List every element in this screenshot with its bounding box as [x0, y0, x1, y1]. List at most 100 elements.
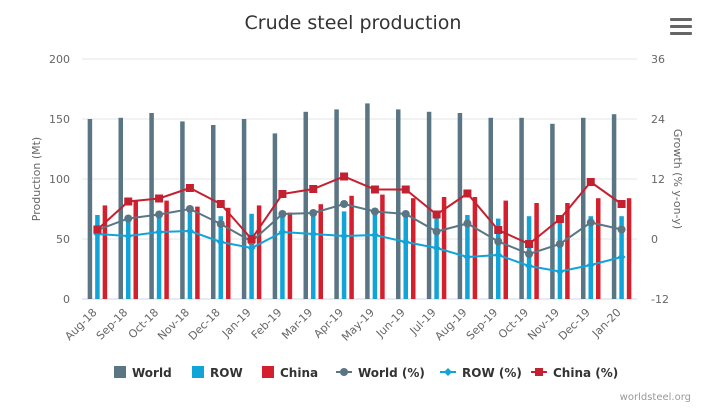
grid-lines	[82, 58, 637, 300]
point-china	[586, 178, 595, 186]
bar-china	[133, 200, 138, 299]
point-row	[155, 228, 164, 236]
point-world	[216, 220, 225, 228]
x-tick-label: Jun-19	[373, 306, 408, 341]
chart-title: Crude steel production	[244, 12, 462, 34]
legend-label-china: China (%)	[553, 366, 618, 380]
point-world	[617, 225, 626, 234]
x-tick-label: Oct-18	[126, 306, 161, 341]
point-china	[340, 172, 349, 181]
point-china	[617, 200, 626, 208]
point-china	[494, 226, 503, 234]
point-row	[370, 231, 379, 239]
x-tick-label: Jan-19	[219, 306, 254, 341]
point-china	[216, 200, 225, 208]
bar-world	[396, 109, 401, 300]
bar-row	[126, 217, 131, 299]
x-tick-label: Dec-19	[556, 306, 593, 343]
x-tick-label: Aug-18	[62, 306, 99, 343]
point-row	[525, 262, 534, 270]
bar-china	[256, 205, 262, 299]
point-china	[93, 225, 102, 234]
point-world	[340, 200, 349, 208]
right-tick-label: 12	[651, 173, 665, 186]
bar-china	[380, 194, 385, 299]
legend-label-china: China	[280, 366, 318, 380]
point-row	[463, 253, 472, 261]
point-world	[309, 209, 318, 217]
point-row	[401, 238, 410, 246]
bar-china	[441, 197, 447, 299]
left-axis-title: Production (Mt)	[30, 137, 43, 221]
bar-china	[349, 195, 354, 299]
point-row	[617, 253, 626, 261]
left-tick-label: 0	[63, 293, 70, 306]
x-tick-label: Nov-19	[525, 306, 562, 343]
bar-world	[426, 111, 432, 299]
bar-row	[280, 213, 285, 299]
hamburger-menu-icon[interactable]	[670, 18, 692, 36]
right-axis-title: Growth (% y-on-y)	[671, 129, 684, 229]
x-tick-label: Jan-20	[589, 306, 624, 341]
bar-china	[565, 203, 570, 299]
point-row	[340, 232, 349, 240]
bar-world	[149, 113, 154, 299]
point-world	[370, 207, 379, 216]
legend-label-row: ROW	[210, 366, 243, 380]
bar-row	[341, 211, 347, 299]
point-world	[155, 210, 164, 219]
bar-row	[588, 216, 593, 299]
legend-marker-world	[340, 368, 348, 376]
bar-row	[187, 212, 193, 299]
left-tick-label: 100	[49, 173, 70, 186]
x-tick-label: Dec-18	[186, 306, 223, 343]
x-tick-label: Nov-18	[155, 306, 192, 343]
bar-world	[365, 103, 370, 300]
bar-china	[596, 198, 601, 299]
bar-world	[211, 125, 216, 299]
point-world	[555, 240, 564, 248]
bar-world	[488, 117, 493, 299]
credit-link[interactable]: worldsteel.org	[619, 392, 691, 403]
bar-world	[581, 117, 586, 299]
point-world	[463, 219, 472, 228]
x-tick-label: May-19	[339, 306, 377, 344]
bar-china	[287, 212, 293, 299]
bar-row	[218, 216, 223, 299]
x-tick-label: Aug-19	[432, 306, 469, 343]
point-world	[278, 210, 287, 218]
point-world	[525, 250, 534, 258]
point-china	[401, 185, 410, 194]
legend-label-row: ROW (%)	[462, 366, 522, 380]
right-tick-label: 36	[651, 53, 665, 66]
growth-lines	[93, 172, 626, 276]
point-china	[155, 194, 164, 203]
point-china	[525, 240, 534, 248]
point-china	[432, 210, 441, 219]
point-china	[124, 197, 133, 206]
bar-world	[87, 119, 93, 299]
bar-china	[626, 198, 632, 299]
bar-world	[457, 113, 463, 299]
point-row	[555, 267, 564, 276]
bar-row	[249, 213, 254, 299]
legend-marker-row	[444, 368, 452, 376]
bar-china	[102, 205, 108, 299]
bar-world	[611, 114, 617, 299]
x-tick-label: Sep-18	[94, 306, 131, 343]
right-tick-label: 24	[651, 113, 665, 126]
point-china	[309, 185, 318, 193]
bar-china	[318, 204, 323, 299]
point-china	[370, 185, 379, 194]
point-row	[247, 244, 256, 252]
line-china	[96, 175, 623, 246]
point-world	[494, 237, 503, 246]
bar-china	[226, 207, 231, 299]
legend-swatch-world	[114, 366, 126, 378]
point-row	[586, 261, 595, 269]
bar-row	[403, 213, 408, 299]
point-china	[463, 189, 472, 198]
bar-row	[311, 215, 316, 299]
bar-china	[195, 206, 200, 299]
